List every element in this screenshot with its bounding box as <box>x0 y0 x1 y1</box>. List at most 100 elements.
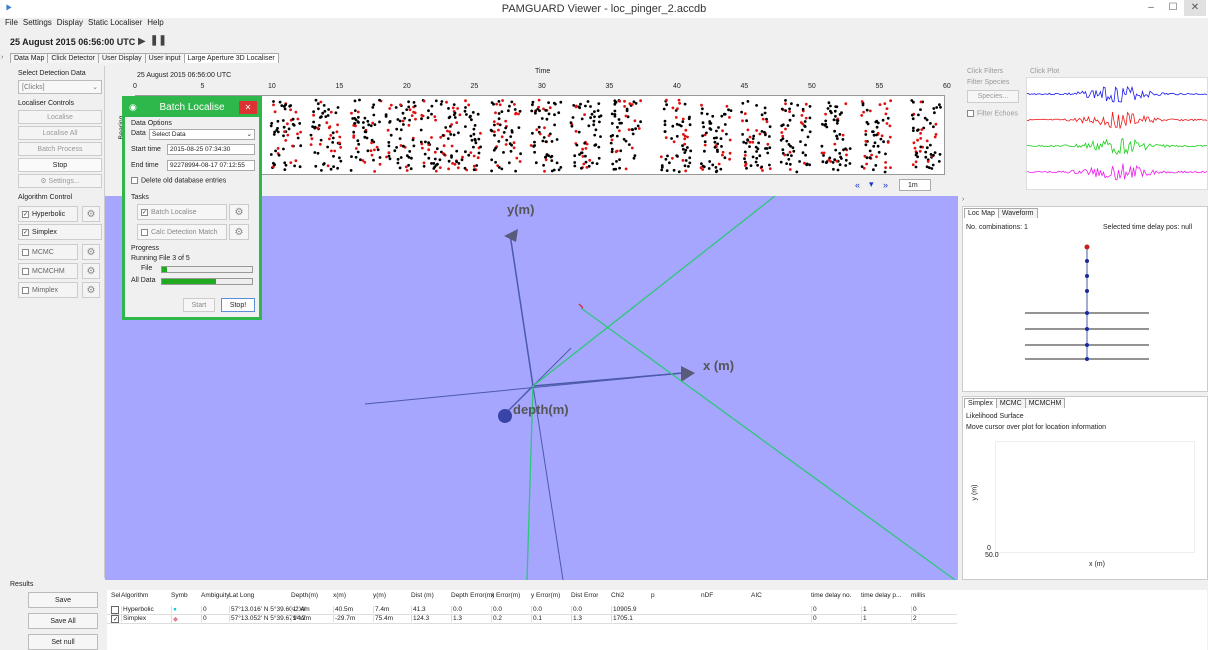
menu-display[interactable]: Display <box>56 18 84 27</box>
column-header-ambiguity[interactable]: Ambiguity <box>201 592 230 599</box>
mimplex-settings-gear-icon[interactable]: ⚙ <box>82 282 100 298</box>
click-point <box>700 162 703 165</box>
stop-batch-button[interactable]: Stop! <box>221 298 255 312</box>
tab-data-map[interactable]: Data Map <box>10 53 49 63</box>
column-header-symb[interactable]: Symb <box>171 592 188 599</box>
column-header-depth[interactable]: Depth(m) <box>291 592 319 599</box>
table-row[interactable]: Hyperbolic ● 0 57°13.016' N 5°39.601' W -2.4… <box>107 606 957 615</box>
click-point <box>519 152 522 156</box>
click-point <box>634 102 638 105</box>
table-row[interactable]: ✓ Simplex ◆ 0 57°13.052' N 5°39.671' W 94.2m -… <box>107 615 957 624</box>
click-point <box>385 155 388 159</box>
batch-process-button[interactable]: Batch Process <box>18 142 102 156</box>
settings-button[interactable]: ⚙ Settings... <box>18 174 102 188</box>
batch-localise-gear-icon[interactable]: ⚙ <box>229 204 249 220</box>
column-header-chi2[interactable]: Chi2 <box>611 592 625 599</box>
pause-icon[interactable]: ❚❚ <box>150 35 167 46</box>
mcmc-settings-gear-icon[interactable]: ⚙ <box>82 244 100 260</box>
column-header-p[interactable]: p <box>651 592 655 599</box>
hyperbolic-checkbox[interactable]: ✓ Hyperbolic <box>18 206 78 222</box>
fast-forward-icon[interactable]: » <box>883 180 889 190</box>
column-header-dist-error[interactable]: Dist Error <box>571 592 599 599</box>
cell-sel[interactable]: ✓ <box>111 615 119 623</box>
cell-sel[interactable] <box>111 606 119 614</box>
column-header-x[interactable]: x(m) <box>333 592 346 599</box>
set-null-button[interactable]: Set null <box>28 634 98 650</box>
zoom-spinner[interactable]: 1m <box>899 179 931 191</box>
end-time-input[interactable]: 92278994-08-17 07:12:55 <box>167 160 255 171</box>
cell-depth: 94.2m <box>291 615 312 622</box>
column-header-dist[interactable]: Dist (m) <box>411 592 434 599</box>
algorithm-row-mcmchm: MCMCHM ⚙ <box>18 263 102 279</box>
detection-data-select[interactable]: [Clicks] ⌄ <box>18 80 102 94</box>
column-header-y[interactable]: y(m) <box>373 592 386 599</box>
stop-button[interactable]: Stop <box>18 158 102 172</box>
hyperbolic-settings-gear-icon[interactable]: ⚙ <box>82 206 100 222</box>
click-waveform-plot[interactable] <box>1026 77 1208 190</box>
start-time-input[interactable]: 2015-08-25 07:34:30 <box>167 144 255 155</box>
tab-loc-map[interactable]: Loc Map <box>964 208 999 218</box>
collapse-arrow-icon[interactable]: › <box>962 196 965 203</box>
localise-all-button[interactable]: Localise All <box>18 126 102 140</box>
species-button[interactable]: Species... <box>967 90 1019 103</box>
column-header-algorithm[interactable]: Algorithm <box>121 592 149 599</box>
column-header-time-delay-no[interactable]: time delay no. <box>811 592 852 599</box>
calc-detection-match-checkbox[interactable]: Calc Detection Match <box>137 224 227 240</box>
click-point <box>497 140 501 143</box>
click-point <box>743 112 747 116</box>
tab-waveform[interactable]: Waveform <box>997 208 1038 218</box>
save-button[interactable]: Save <box>28 592 98 608</box>
click-point <box>272 133 276 136</box>
click-point <box>717 126 720 129</box>
click-point <box>683 134 687 138</box>
column-header-lat-long[interactable]: Lat Long <box>229 592 255 599</box>
menu-help[interactable]: Help <box>147 18 164 27</box>
column-header-y-error[interactable]: y Error(m) <box>531 592 561 599</box>
end-time-label: End time <box>131 162 159 169</box>
column-header-sel[interactable]: Sel <box>111 592 121 599</box>
click-point <box>497 166 501 169</box>
likelihood-plot[interactable] <box>995 441 1195 553</box>
bearing-time-plot[interactable] <box>135 95 945 175</box>
chevron-down-icon[interactable]: ▾ <box>869 179 874 189</box>
delete-old-checkbox[interactable]: Delete old database entries <box>131 177 226 184</box>
click-point <box>789 144 792 148</box>
close-window-button[interactable]: ✕ <box>1184 0 1206 16</box>
column-header-ndf[interactable]: nDF <box>701 592 714 599</box>
click-point <box>610 147 614 151</box>
maximize-button[interactable]: ☐ <box>1168 2 1178 13</box>
tab-mcmchm[interactable]: MCMCHM <box>1024 398 1066 408</box>
minimize-button[interactable]: – <box>1148 2 1154 13</box>
tab-mcmc[interactable]: MCMC <box>995 398 1026 408</box>
menu-file[interactable]: File <box>5 18 18 27</box>
collapse-arrow-icon[interactable]: › <box>1 54 4 61</box>
tab-click-detector[interactable]: Click Detector <box>47 53 99 63</box>
column-header-millis[interactable]: millis <box>911 592 926 599</box>
column-header-aic[interactable]: AIC <box>751 592 762 599</box>
menu-static-localiser[interactable]: Static Localiser <box>88 18 143 27</box>
menu-settings[interactable]: Settings <box>22 18 52 27</box>
mcmchm-checkbox[interactable]: MCMCHM <box>18 263 78 279</box>
mcmchm-settings-gear-icon[interactable]: ⚙ <box>82 263 100 279</box>
save-all-button[interactable]: Save All <box>28 613 98 629</box>
column-header-x-error[interactable]: x Error(m) <box>491 592 521 599</box>
tab-large-aperture-3d-localiser[interactable]: Large Aperture 3D Localiser <box>183 53 279 63</box>
close-icon[interactable]: ✕ <box>239 101 257 114</box>
localise-button[interactable]: Localise <box>18 110 102 124</box>
batch-localise-checkbox[interactable]: ✓ Batch Localise <box>137 204 227 220</box>
data-select[interactable]: Select Data ⌄ <box>149 129 255 140</box>
play-icon[interactable]: ▶ <box>138 36 146 47</box>
mcmc-checkbox[interactable]: MCMC <box>18 244 78 260</box>
tab-user-input[interactable]: User input <box>144 53 185 63</box>
tab-user-display[interactable]: User Display <box>97 53 146 63</box>
rewind-icon[interactable]: « <box>855 180 861 190</box>
calc-match-gear-icon[interactable]: ⚙ <box>229 224 249 240</box>
start-batch-button[interactable]: Start <box>183 298 215 312</box>
click-point <box>585 142 589 146</box>
simplex-checkbox[interactable]: ✓ Simplex <box>18 224 102 240</box>
column-header-depth-error[interactable]: Depth Error(m) <box>451 592 495 599</box>
filter-echoes-checkbox[interactable]: Filter Echoes <box>967 110 1018 117</box>
mimplex-checkbox[interactable]: Mimplex <box>18 282 78 298</box>
column-header-time-delay-p[interactable]: time delay p... <box>861 592 902 599</box>
tab-simplex[interactable]: Simplex <box>964 398 997 408</box>
